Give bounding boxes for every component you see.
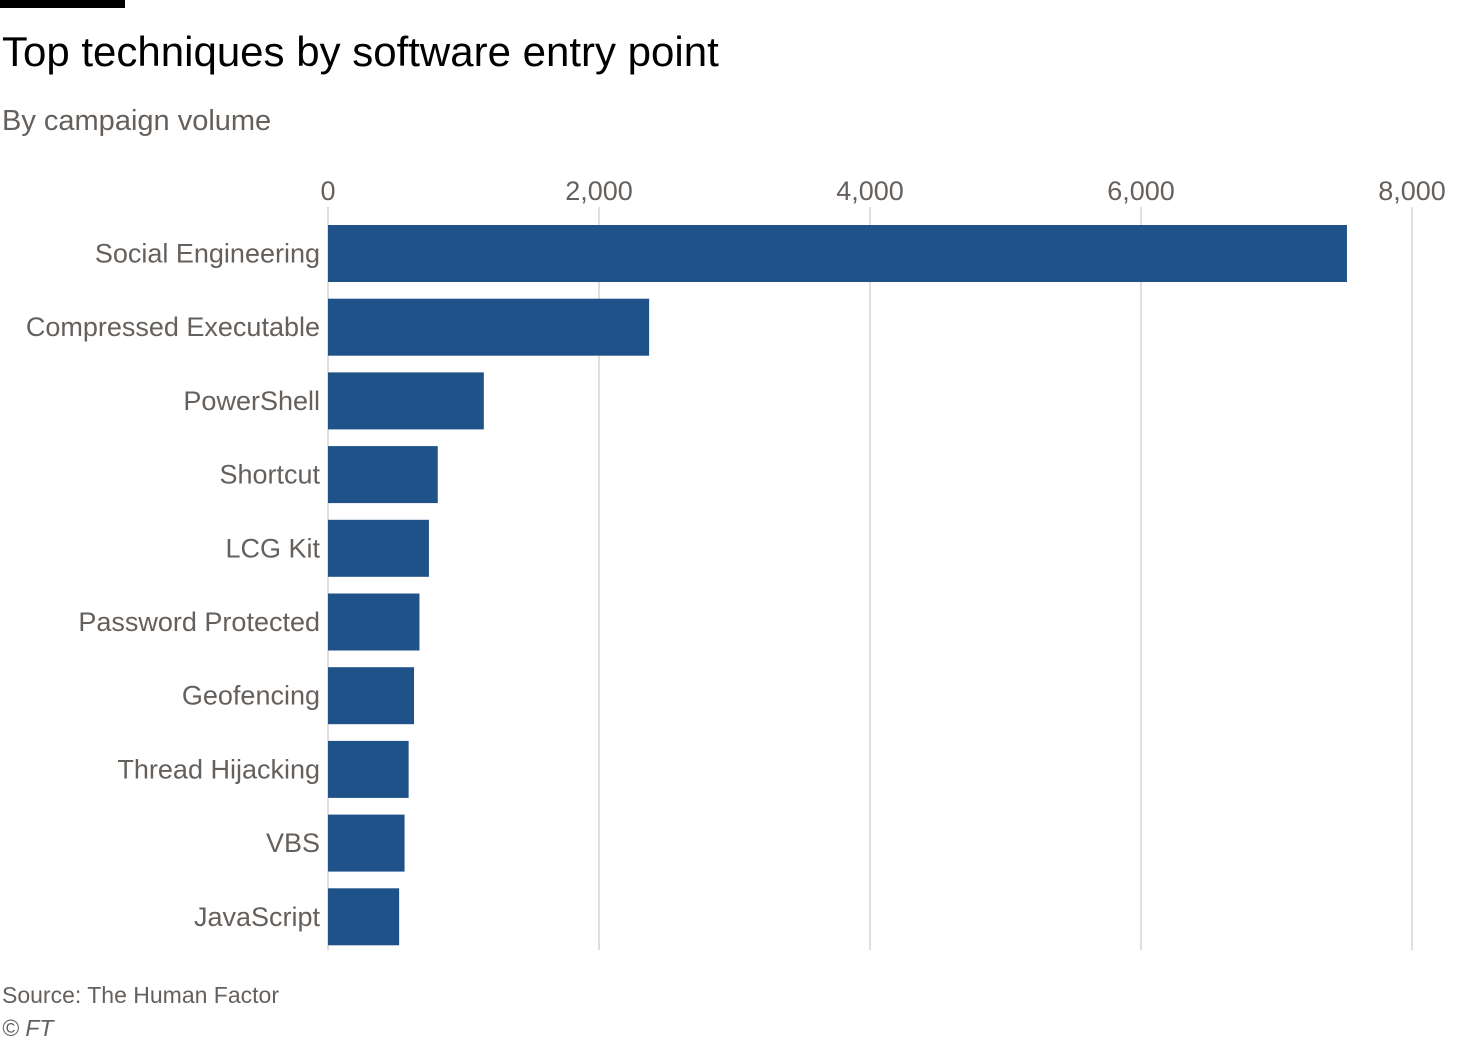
category-label: Social Engineering (95, 239, 320, 269)
category-label: Compressed Executable (26, 312, 320, 342)
bar (328, 740, 409, 798)
x-tick-label: 0 (320, 176, 335, 206)
bar (328, 593, 420, 651)
category-label: LCG Kit (225, 533, 320, 563)
category-label: Geofencing (182, 681, 320, 711)
bar (328, 814, 405, 872)
chart-title: Top techniques by software entry point (2, 28, 719, 75)
copyright-note: © FT (2, 1015, 54, 1041)
category-label: Thread Hijacking (117, 754, 320, 784)
category-label: Shortcut (219, 460, 320, 490)
x-tick-label: 4,000 (836, 176, 904, 206)
chart-subtitle: By campaign volume (2, 105, 272, 137)
bar (328, 888, 400, 946)
source-note: Source: The Human Factor (2, 982, 279, 1008)
bar (328, 225, 1347, 282)
category-labels: Social Engineering Compressed Executable P… (26, 239, 321, 932)
x-tick-label: 8,000 (1378, 176, 1446, 206)
bar (328, 298, 650, 356)
x-tick-label: 2,000 (565, 176, 633, 206)
bar (328, 446, 438, 504)
category-label: PowerShell (183, 386, 320, 416)
category-label: JavaScript (194, 902, 321, 932)
x-tick-label: 6,000 (1107, 176, 1175, 206)
bar-chart: 0 2,000 4,000 6,000 8,000 Social Engineering… (26, 176, 1446, 950)
category-label: VBS (266, 828, 320, 858)
category-label: Password Protected (78, 607, 320, 637)
x-axis-ticks: 0 2,000 4,000 6,000 8,000 (320, 176, 1445, 206)
bar (328, 667, 415, 725)
bar (328, 372, 484, 430)
bars (328, 225, 1347, 946)
top-rule (0, 0, 125, 8)
bar (328, 519, 429, 577)
